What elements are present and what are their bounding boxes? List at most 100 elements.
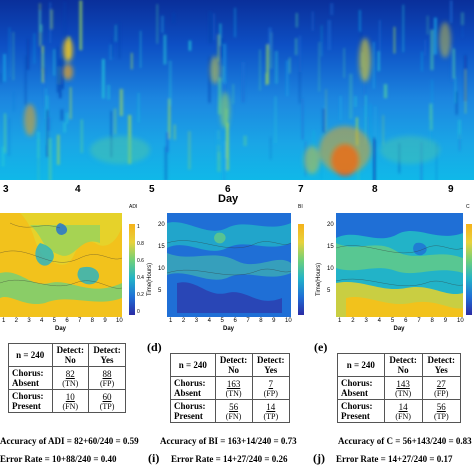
- adi-colorbar: [129, 224, 135, 315]
- bi-colorbar-title: BI: [298, 204, 303, 210]
- c-y-tick: 5: [327, 288, 331, 294]
- confusion-table: n = 240 Detect: No Detect: Yes Chorus: Abse…: [8, 343, 126, 413]
- table-row-present: Chorus: Present: [337, 399, 385, 423]
- spectrogram-day-tick: 9: [448, 184, 454, 195]
- spectrogram-day-tick: 6: [225, 184, 231, 195]
- adi-x-tick: 9: [103, 318, 107, 324]
- adi-x-tick: 7: [78, 318, 82, 324]
- c-colorbar: [466, 224, 472, 315]
- bi-x-tick: 3: [194, 318, 199, 324]
- table-cell-fp: 7 (FP): [251, 376, 291, 400]
- c-contour-image: [336, 213, 463, 317]
- c-x-tick: 4: [377, 318, 381, 324]
- spectrogram-day-tick: 5: [149, 184, 155, 195]
- bi-y-tick: 15: [158, 244, 165, 250]
- adi-contour-plot: [0, 213, 122, 317]
- c-x-tick: 9: [443, 318, 448, 324]
- error-rate-text: Error Rate = 10+88/240 = 0.40: [0, 454, 117, 464]
- spectrogram-x-label: Day: [218, 193, 239, 205]
- bi-x-tick: 10: [285, 318, 292, 324]
- table-row-present: Chorus: Present: [8, 389, 53, 413]
- c-colorbar-title: C: [466, 204, 470, 210]
- bi-y-label: Time(Hours): [147, 262, 153, 296]
- adi-x-tick: 6: [65, 318, 69, 324]
- bi-x-tick: 5: [220, 318, 224, 324]
- bi-x-tick: 7: [246, 318, 250, 324]
- c-x-label: Day: [393, 326, 405, 332]
- error-rate-text: Error Rate = 14+27/240 = 0.17: [336, 454, 453, 464]
- table-cell-tp: 60 (TP): [88, 389, 126, 413]
- table-cell-fn: 14 (FN): [383, 399, 423, 423]
- error-panel-tag: (j): [313, 451, 325, 465]
- c-x-tick: 10: [457, 318, 464, 324]
- adi-x-tick: 3: [27, 318, 31, 324]
- confusion-table: n = 240 Detect: No Detect: Yes Chorus: Abse…: [337, 353, 462, 423]
- adi-x-tick: 5: [52, 318, 56, 324]
- bi-colorbar: [298, 224, 304, 315]
- adi-x-label: Day: [55, 326, 67, 332]
- accuracy-text: Accuracy of BI = 163+14/240 = 0.73: [160, 436, 297, 446]
- adi-x-tick: 1: [2, 318, 6, 324]
- table-col-yes: Detect: Yes: [421, 353, 462, 377]
- adi-colorbar-tick: 1: [137, 224, 140, 230]
- c-y-tick: 10: [327, 266, 334, 272]
- table-n: n = 240: [337, 353, 385, 377]
- confusion-table: n = 240 Detect: No Detect: Yes Chorus: Abse…: [170, 353, 291, 423]
- adi-colorbar-tick: 0.8: [137, 241, 144, 247]
- table-cell-fp: 27 (FP): [421, 376, 462, 400]
- table-cell-tn: 163 (TN): [214, 376, 253, 400]
- c-x-tick: 1: [338, 318, 342, 324]
- adi-colorbar-title: ADI: [129, 204, 138, 210]
- c-y-tick: 20: [327, 222, 334, 228]
- c-y-tick: 15: [327, 244, 334, 250]
- spectrogram-day-tick: 8: [372, 184, 378, 195]
- table-cell-fp: 88 (FP): [88, 366, 126, 390]
- adi-x-tick: 4: [40, 318, 44, 324]
- adi-colorbar-tick: 0.2: [137, 292, 144, 298]
- bi-x-tick: 9: [272, 318, 276, 324]
- table-cell-tn: 143 (TN): [383, 376, 423, 400]
- adi-contour-image: [0, 213, 122, 317]
- table-cell-fn: 10 (FN): [51, 389, 90, 413]
- c-x-tick: 8: [430, 318, 434, 324]
- c-y-label: Time(Hours): [316, 262, 322, 296]
- table-col-yes: Detect: Yes: [251, 353, 291, 377]
- spectrogram-plot: [0, 0, 474, 180]
- bi-x-label: Day: [223, 326, 235, 332]
- table-n: n = 240: [170, 353, 216, 377]
- bi-x-tick: 1: [169, 318, 173, 324]
- adi-x-tick: 8: [90, 318, 94, 324]
- spectrogram-day-tick: 7: [298, 184, 304, 195]
- bi-x-tick: 8: [259, 318, 263, 324]
- table-row-absent: Chorus: Absent: [337, 376, 385, 400]
- spectrogram-day-tick: 4: [75, 184, 81, 195]
- accuracy-text: Accuracy of ADI = 82+60/240 = 0.59: [0, 436, 139, 446]
- spectrogram-day-tick: 3: [3, 184, 9, 195]
- table-panel-tag: (d): [147, 340, 162, 354]
- c-x-tick: 5: [390, 318, 395, 324]
- table-panel-tag: (e): [314, 340, 328, 354]
- adi-x-tick: 2: [14, 318, 18, 324]
- table-cell-fn: 56 (FN): [214, 399, 253, 423]
- table-col-no: Detect: No: [214, 353, 253, 377]
- table-cell-tp: 14 (TP): [251, 399, 291, 423]
- adi-x-tick: 10: [116, 318, 123, 324]
- table-col-yes: Detect: Yes: [88, 343, 126, 367]
- c-contour-plot: [336, 213, 463, 317]
- adi-colorbar-tick: 0: [137, 309, 140, 315]
- bi-x-tick: 2: [181, 318, 186, 324]
- table-row-present: Chorus: Present: [170, 399, 216, 423]
- spectrogram-image: [0, 0, 474, 180]
- c-x-tick: 6: [404, 318, 408, 324]
- accuracy-text: Accuracy of C = 56+143/240 = 0.83: [338, 436, 472, 446]
- table-cell-tp: 56 (TP): [421, 399, 462, 423]
- table-row-absent: Chorus: Absent: [170, 376, 216, 400]
- adi-colorbar-tick: 0.6: [137, 258, 144, 264]
- bi-contour-image: [167, 213, 291, 317]
- bi-x-tick: 4: [207, 318, 211, 324]
- table-row-absent: Chorus: Absent: [8, 366, 53, 390]
- table-col-no: Detect: No: [51, 343, 90, 367]
- c-x-tick: 3: [364, 318, 368, 324]
- c-x-tick: 2: [351, 318, 355, 324]
- bi-y-tick: 20: [158, 222, 165, 228]
